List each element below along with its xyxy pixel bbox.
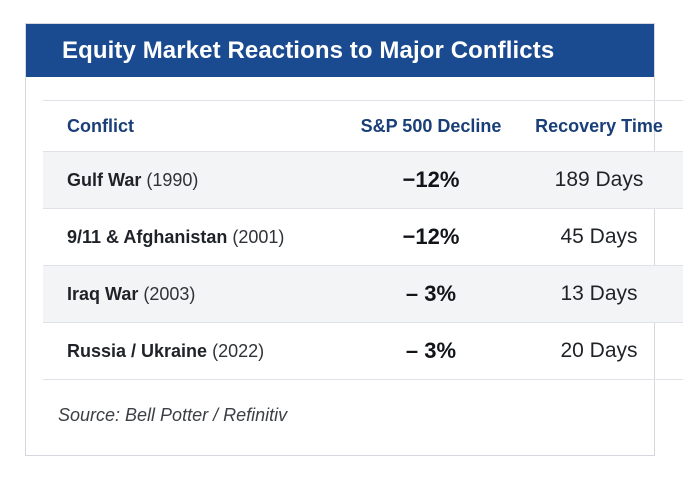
table-row: Gulf War (1990) −12% 189 Days: [43, 151, 683, 209]
recovery-cell: 45 Days: [560, 225, 638, 248]
conflict-name: Russia / Ukraine: [67, 340, 208, 361]
conflict-cell: Iraq War (2003): [43, 266, 347, 323]
conflict-year: (2001): [232, 226, 285, 247]
column-header-conflict: Conflict: [67, 115, 134, 136]
table-card: Equity Market Reactions to Major Conflic…: [25, 23, 683, 456]
chart-title: Equity Market Reactions to Major Conflic…: [26, 24, 654, 77]
decline-cell: – 3%: [405, 281, 457, 306]
table-row: Russia / Ukraine (2022) – 3% 20 Days: [43, 323, 683, 380]
table-row: Iraq War (2003) – 3% 13 Days: [43, 265, 683, 323]
conflicts-table: Conflict S&P 500 Decline Recovery Time G…: [43, 100, 683, 380]
table-header-row: Conflict S&P 500 Decline Recovery Time: [43, 100, 683, 152]
decline-cell: – 3%: [405, 338, 457, 363]
table-row: 9/11 & Afghanistan (2001) −12% 45 Days: [43, 209, 683, 266]
conflict-cell: Russia / Ukraine (2022): [43, 323, 347, 380]
conflict-cell: Gulf War (1990): [43, 152, 347, 209]
column-header-recovery: Recovery Time: [535, 115, 663, 136]
conflict-year: (1990): [146, 169, 199, 190]
conflict-cell: 9/11 & Afghanistan (2001): [43, 209, 347, 266]
conflict-year: (2003): [143, 283, 196, 304]
decline-cell: −12%: [402, 167, 460, 192]
recovery-cell: 189 Days: [554, 168, 644, 191]
recovery-cell: 20 Days: [560, 339, 638, 362]
conflict-name: 9/11 & Afghanistan: [67, 226, 228, 247]
source-note: Source: Bell Potter / Refinitiv: [58, 405, 288, 425]
column-header-decline: S&P 500 Decline: [360, 115, 502, 136]
conflict-year: (2022): [212, 340, 265, 361]
conflict-name: Gulf War: [67, 169, 142, 190]
decline-cell: −12%: [402, 224, 460, 249]
conflict-name: Iraq War: [67, 283, 139, 304]
recovery-cell: 13 Days: [560, 282, 638, 305]
